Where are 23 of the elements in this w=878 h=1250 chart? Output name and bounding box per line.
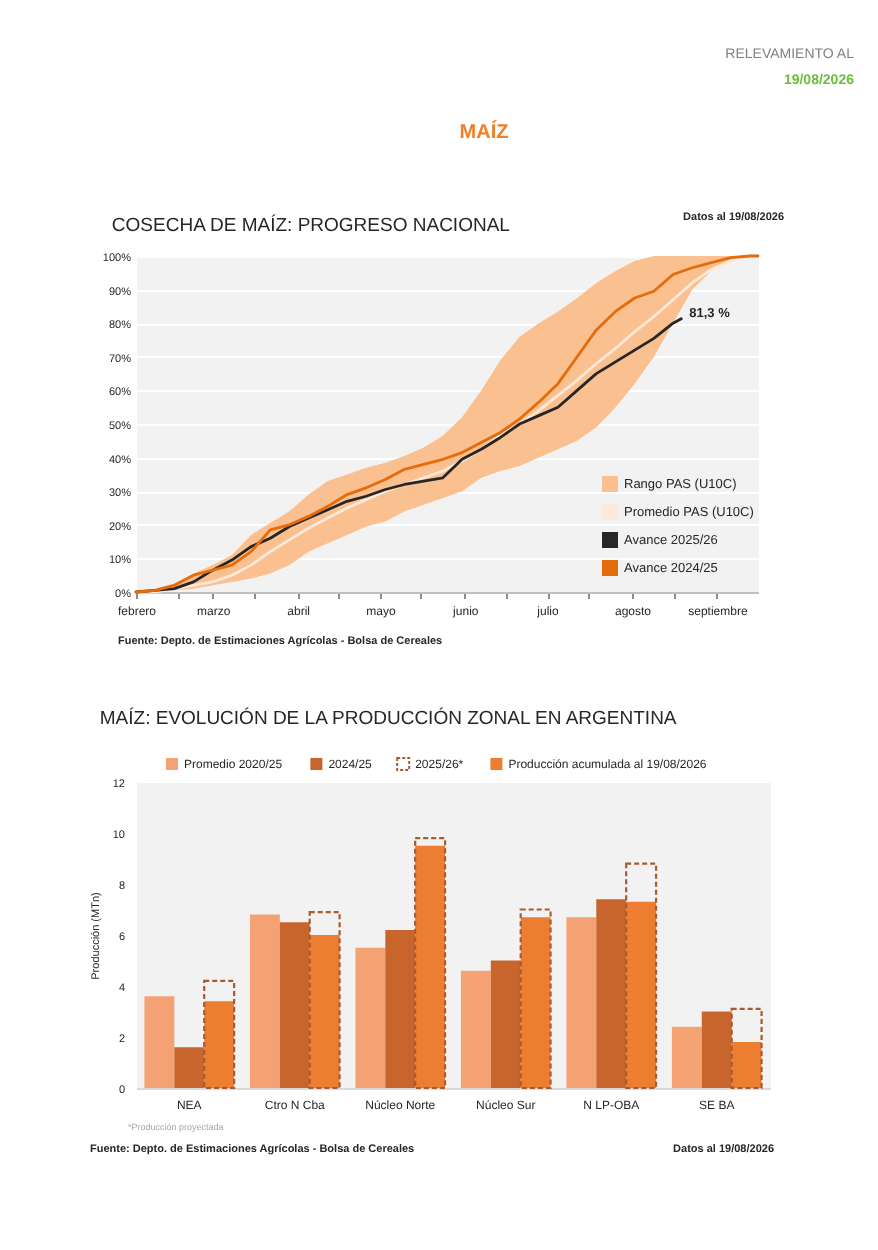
bar (625, 862, 658, 1090)
bar (174, 1047, 205, 1088)
text: MAÍZ (459, 120, 509, 144)
bar (385, 929, 416, 1088)
bar (460, 970, 491, 1088)
chart-title: COSECHA DE MAÍZ: PROGRESO NACIONAL (111, 213, 510, 237)
bar (730, 1007, 763, 1090)
bar (249, 914, 280, 1088)
bar (308, 910, 341, 1090)
bar (279, 922, 310, 1088)
bar (566, 917, 597, 1088)
chart-title: MAÍZ: EVOLUCIÓN DE LA PRODUCCIÓN ZONAL EN ARGENTINA (99, 706, 678, 730)
bar (355, 947, 386, 1088)
bar (731, 1042, 762, 1088)
bar (204, 1001, 235, 1088)
bar (309, 935, 340, 1088)
bar (490, 960, 521, 1088)
bar (596, 899, 627, 1088)
bar (144, 996, 175, 1088)
bar (626, 901, 657, 1088)
bar (671, 1026, 702, 1088)
bar (701, 1011, 732, 1088)
bar (203, 979, 236, 1090)
